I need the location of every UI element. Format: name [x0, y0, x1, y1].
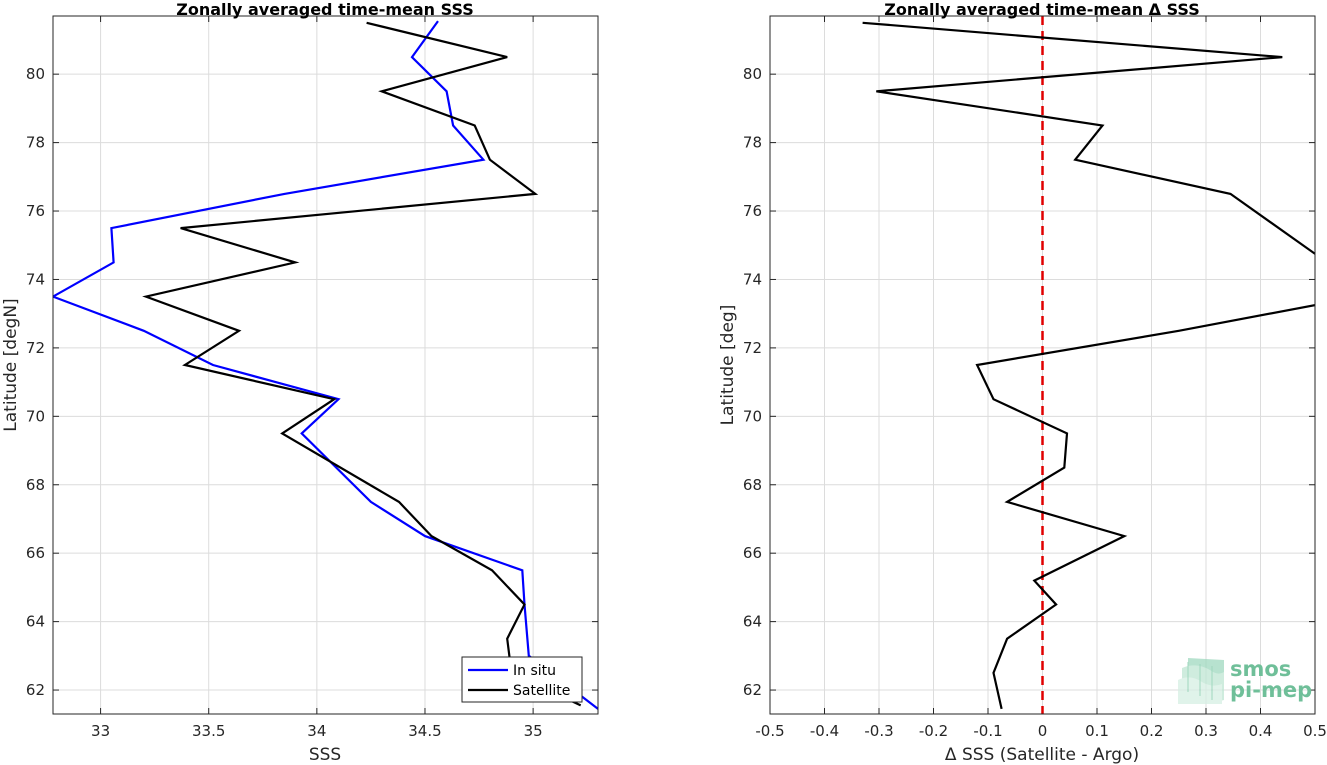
left-y-tick-label: 78 [26, 134, 45, 152]
right-y-tick-label: 62 [743, 681, 762, 699]
right-x-tick-label: 0.5 [1303, 722, 1327, 740]
left-x-tick-label: 33 [91, 722, 110, 740]
left-chart-title: Zonally averaged time-mean SSS [176, 0, 474, 19]
right-y-tick-label: 78 [743, 134, 762, 152]
right-x-tick-label: 0.2 [1140, 722, 1164, 740]
left-y-tick-label: 62 [26, 681, 45, 699]
left-axes-box [52, 15, 599, 715]
right-x-tick-label: 0.4 [1249, 722, 1273, 740]
right-x-axis-label: Δ SSS (Satellite - Argo) [945, 745, 1139, 765]
left-grid [53, 16, 598, 714]
left-y-tick-label: 70 [26, 407, 45, 425]
left-series-line-in-situ [53, 20, 598, 710]
right-chart-title: Zonally averaged time-mean Δ SSS [884, 0, 1200, 19]
left-x-axis-label: SSS [309, 745, 341, 765]
left-y-tick-label: 68 [26, 476, 45, 494]
left-y-tick-label: 80 [26, 65, 45, 83]
right-x-tick-label: 0.3 [1194, 722, 1218, 740]
left-legend: In situ Satellite [461, 656, 583, 703]
right-y-tick-label: 64 [743, 613, 762, 631]
left-y-tick-label: 74 [26, 270, 45, 288]
left-chart-panel: 33 33.5 34 34.5 35 62 64 66 68 70 72 74 76 78 80 Zonal… [1, 0, 599, 765]
right-tick-labels: -0.5 -0.4 -0.3 -0.2 -0.1 0 0.1 0.2 0.3 0.4 0.5 62 64… [743, 65, 1327, 740]
legend-label-in-situ: In situ [513, 663, 556, 679]
right-x-tick-label: -0.4 [810, 722, 839, 740]
logo-text-pi-mep: pi-mep [1230, 678, 1312, 702]
legend-label-satellite: Satellite [513, 683, 570, 699]
right-x-tick-label: 0.1 [1085, 722, 1109, 740]
right-y-tick-label: 68 [743, 476, 762, 494]
left-x-tick-label: 34 [307, 722, 326, 740]
right-x-tick-label: 0 [1038, 722, 1048, 740]
right-x-tick-label: -0.3 [864, 722, 893, 740]
left-x-tick-label: 34.5 [408, 722, 441, 740]
right-chart-panel: -0.5 -0.4 -0.3 -0.2 -0.1 0 0.1 0.2 0.3 0.4 0.5 62 64… [718, 0, 1327, 765]
left-series-lines [53, 20, 598, 710]
right-series-lines [862, 16, 1315, 714]
right-x-tick-label: -0.2 [919, 722, 948, 740]
legend-box [461, 656, 583, 703]
left-y-tick-label: 66 [26, 544, 45, 562]
right-x-tick-label: -0.5 [755, 722, 784, 740]
right-axes-box [769, 15, 1316, 715]
right-y-tick-label: 74 [743, 270, 762, 288]
right-y-tick-label: 66 [743, 544, 762, 562]
left-y-axis-label: Latitude [degN] [1, 298, 21, 431]
right-x-tick-label: -0.1 [973, 722, 1002, 740]
right-series-line-delta-sss [862, 21, 1315, 710]
right-y-tick-label: 80 [743, 65, 762, 83]
wave-logo-icon [1178, 658, 1224, 704]
left-y-tick-label: 72 [26, 339, 45, 357]
left-series-line-satellite [142, 21, 582, 707]
left-y-tick-label: 76 [26, 202, 45, 220]
left-x-tick-label: 33.5 [192, 722, 225, 740]
left-x-tick-label: 35 [524, 722, 543, 740]
left-y-tick-label: 64 [26, 613, 45, 631]
right-y-axis-label: Latitude [deg] [718, 305, 738, 426]
logo-text-smos: smos [1230, 657, 1291, 681]
smos-pi-mep-logo: smos pi-mep [1178, 657, 1312, 704]
right-y-tick-label: 70 [743, 407, 762, 425]
right-y-tick-label: 72 [743, 339, 762, 357]
left-tick-labels: 33 33.5 34 34.5 35 62 64 66 68 70 72 74 76 78 80 [26, 65, 543, 740]
right-y-tick-label: 76 [743, 202, 762, 220]
